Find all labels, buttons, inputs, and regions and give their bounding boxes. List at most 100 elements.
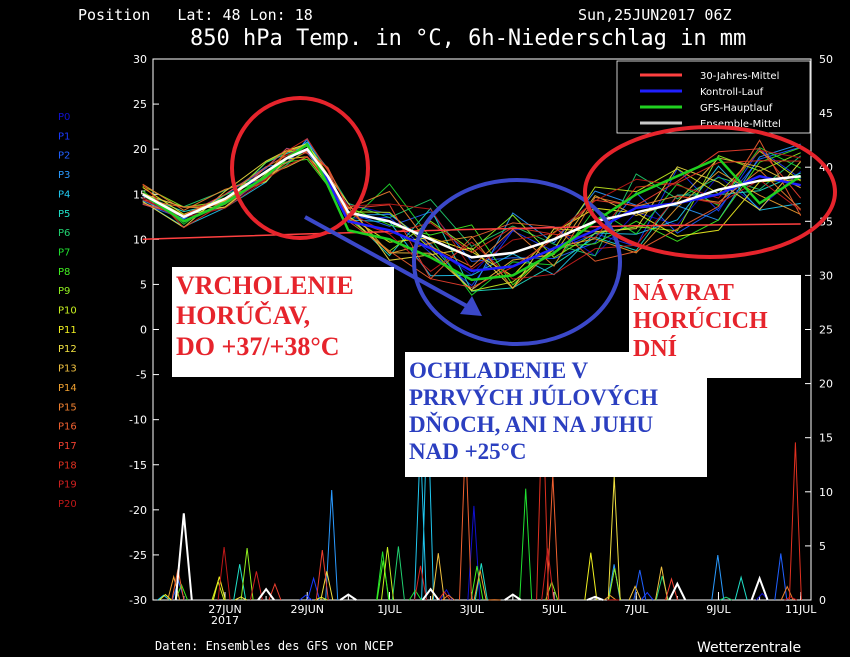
annotation-line: DNÍ <box>633 336 678 363</box>
series-line <box>142 147 801 259</box>
x-tick-label: 29JUN <box>290 603 324 616</box>
member-label: P9 <box>58 286 70 297</box>
member-line <box>142 150 801 259</box>
annotation-return: NÁVRAT HORÚCICH DNÍ <box>629 275 801 378</box>
footer-brand: Wetterzentrale <box>697 640 801 656</box>
y2-tick-label: 30 <box>819 269 833 282</box>
annotation-line: NÁVRAT <box>633 280 734 306</box>
x-tick-label: 27JUN <box>208 603 242 616</box>
y2-tick-label: 50 <box>819 53 833 66</box>
precip-spike <box>249 548 555 601</box>
y2-tick-label: 0 <box>819 594 826 607</box>
member-label: P4 <box>58 189 70 200</box>
member-line <box>142 141 801 277</box>
member-label: P19 <box>58 480 77 491</box>
member-label: P7 <box>58 247 70 258</box>
annotation-line: VRCHOLENIE <box>176 271 354 300</box>
member-label: P20 <box>58 499 77 510</box>
position-label: Position Lat: 48 Lon: 18 <box>78 6 313 24</box>
member-label: P8 <box>58 267 70 278</box>
precip-mean <box>174 513 769 601</box>
x-tick-label: 9JUL <box>706 603 731 616</box>
x-tick-label: 2017 <box>211 614 239 627</box>
annotation-line: DO +37/+38°C <box>176 331 340 361</box>
legend-label: GFS-Hauptlauf <box>700 103 773 114</box>
member-line <box>142 143 802 290</box>
precip-spike <box>439 505 769 601</box>
trend-arrow-head <box>460 296 482 316</box>
precip-spike <box>233 563 748 601</box>
return-circle <box>583 125 837 259</box>
precip-spike <box>211 547 394 601</box>
x-tick-label: 3JUL <box>460 603 485 616</box>
annotation-line: NAD +25°C <box>409 438 527 464</box>
x-tick-label: 7JUL <box>624 603 649 616</box>
member-line <box>142 146 801 262</box>
x-tick-label: 1JUL <box>377 603 402 616</box>
annotation-line: PRRVÝCH JÚLOVÝCH <box>409 384 658 410</box>
precip-spike <box>376 488 533 601</box>
member-line <box>142 147 801 286</box>
member-label: P3 <box>58 170 70 181</box>
precip-spike <box>157 398 435 601</box>
member-label: P5 <box>58 209 70 220</box>
y2-tick-label: 15 <box>819 432 833 445</box>
member-label: P1 <box>58 131 70 142</box>
y-tick-label: 0 <box>140 324 147 337</box>
legend: 30-Jahres-Mittel Kontroll-Lauf GFS-Hauptla… <box>616 60 811 134</box>
main-series <box>142 142 802 282</box>
y2-tick-label: 10 <box>819 486 833 499</box>
precipitation-layer <box>157 394 802 601</box>
member-label: P6 <box>58 228 70 239</box>
y2-tick-label: 45 <box>819 107 833 120</box>
y2-tick-label: 20 <box>819 378 833 391</box>
precip-spike <box>442 585 794 601</box>
member-label: P2 <box>58 151 70 162</box>
y-tick-label: -30 <box>129 594 147 607</box>
annotation-line: HORÚČAV, <box>176 301 311 331</box>
x-tick-label: 11JUL <box>785 603 817 616</box>
y2-tick-label: 25 <box>819 324 833 337</box>
annotation-peak: VRCHOLENIE HORÚČAV, DO +37/+38°C <box>172 267 394 377</box>
y-tick-label: -10 <box>129 414 147 427</box>
y-tick-label: -15 <box>129 459 147 472</box>
peak-circle <box>230 96 370 240</box>
member-line <box>142 147 802 288</box>
y-tick-label: -5 <box>136 369 147 382</box>
member-line <box>142 145 801 270</box>
trend-arrow <box>304 215 475 312</box>
annotation-line: HORÚCICH <box>633 308 768 335</box>
legend-label: Kontroll-Lauf <box>700 87 764 98</box>
y-tick-label: 30 <box>133 53 147 66</box>
member-label: P0 <box>58 112 70 123</box>
member-line <box>142 137 801 287</box>
member-labels: P0 P1 P2 P3 P4 P5 P6 P7 P8 P9 P10 P11 P12 P13 P14 P15 P1… <box>58 112 77 510</box>
member-label: P12 <box>58 344 77 355</box>
member-line <box>142 156 801 277</box>
member-line <box>142 151 802 268</box>
member-label: P11 <box>58 325 77 336</box>
member-label: P10 <box>58 306 77 317</box>
member-label: P14 <box>58 383 77 394</box>
annotation-line: DŇOCH, ANI NA JUHU <box>409 411 654 437</box>
series-line <box>142 223 801 241</box>
precip-spike <box>234 476 621 601</box>
precip-spike <box>175 560 484 601</box>
member-label: P13 <box>58 364 77 375</box>
precip-spike <box>159 552 598 601</box>
member-label: P15 <box>58 402 77 413</box>
y-tick-label: -25 <box>129 549 147 562</box>
chart-title: 850 hPa Temp. in °C, 6h-Niederschlag in … <box>190 26 746 51</box>
footer-source: Daten: Ensembles des GFS von NCEP <box>155 639 393 653</box>
legend-label: 30-Jahres-Mittel <box>700 71 779 82</box>
cooling-circle <box>412 178 622 346</box>
annotation-line: OCHLADENIE V <box>409 358 589 383</box>
y-tick-label: 5 <box>140 278 147 291</box>
precip-spike <box>431 553 668 601</box>
member-label: P17 <box>58 441 77 452</box>
series-line <box>142 142 802 282</box>
precip-spike <box>217 547 797 601</box>
